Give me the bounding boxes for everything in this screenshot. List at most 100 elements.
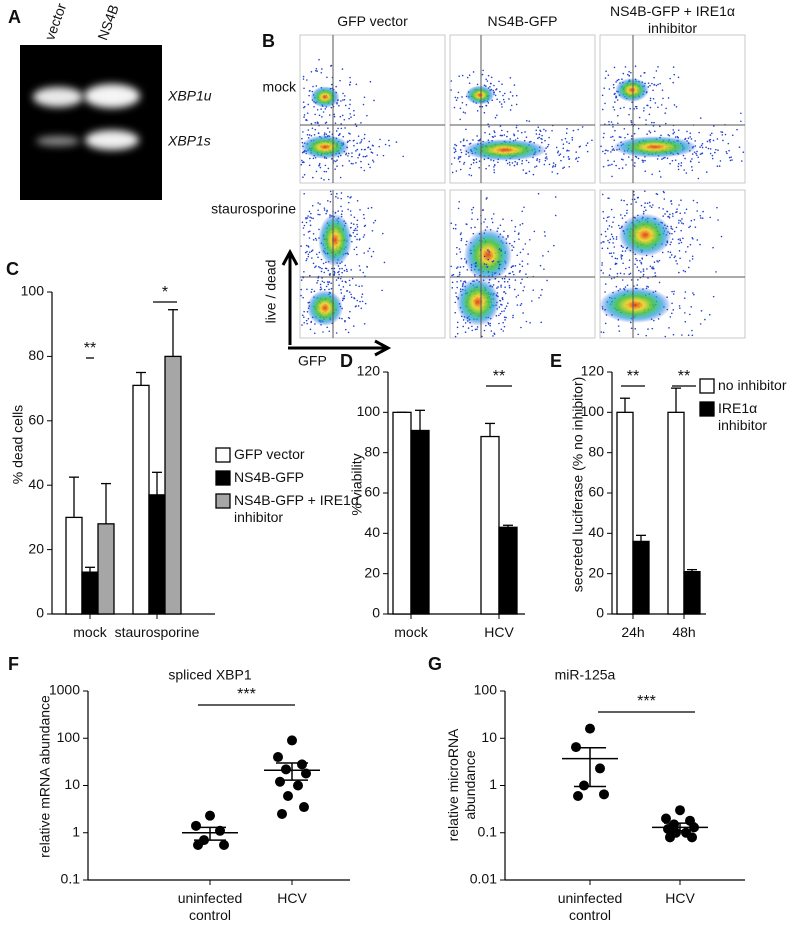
bar [410, 429, 430, 615]
flow-dot [510, 219, 513, 222]
flow-dot [608, 121, 610, 123]
flow-dot [504, 267, 506, 270]
flow-dot [354, 227, 357, 230]
flow-dot [513, 273, 515, 276]
flow-dot [458, 156, 460, 158]
flow-dot [321, 277, 323, 279]
flow-dot [321, 116, 323, 118]
data-point [287, 735, 297, 746]
flow-dot [311, 204, 314, 207]
flow-dot [670, 203, 673, 205]
flow-dot [485, 104, 488, 107]
flow-dot [643, 206, 646, 209]
flow-dot [609, 238, 612, 241]
flow-dot [326, 76, 328, 79]
data-point [579, 780, 589, 791]
flow-dot [309, 328, 312, 331]
flow-column-title: GFP vector [337, 13, 408, 29]
flow-dot [492, 260, 495, 262]
bar [148, 494, 166, 615]
flow-dot [367, 250, 369, 252]
flow-dot [492, 136, 495, 138]
flow-dot [348, 83, 351, 86]
flow-dot [601, 108, 604, 111]
flow-dot [667, 134, 670, 136]
flow-dot [505, 305, 508, 308]
flow-dot [515, 94, 518, 97]
flow-dot [353, 248, 356, 251]
flow-dot [360, 122, 362, 124]
flow-dot [340, 213, 343, 216]
flow-dot [636, 284, 638, 286]
flow-dot [693, 151, 696, 153]
flow-dot [629, 272, 632, 275]
flow-dot [470, 264, 473, 266]
flow-dot [647, 277, 649, 279]
flow-dot [680, 162, 683, 164]
flow-dot [325, 267, 328, 270]
flow-dot [636, 266, 639, 268]
flow-dot [465, 128, 467, 131]
flow-dot [395, 141, 398, 143]
flow-dot [541, 138, 543, 140]
flow-dot [353, 139, 355, 142]
flow-dot [312, 157, 315, 160]
flow-dot [643, 210, 645, 213]
flow-dot [677, 129, 680, 132]
flow-density [465, 85, 495, 105]
flow-dot [564, 137, 567, 140]
flow-dot [517, 233, 520, 236]
flow-dot [356, 226, 359, 228]
flow-dot [630, 71, 632, 74]
y-axis-label: % viability [348, 453, 365, 516]
flow-dot [676, 211, 678, 213]
flow-dot [351, 155, 353, 158]
data-point [595, 763, 605, 774]
flow-dot [323, 170, 326, 173]
flow-dot [450, 163, 453, 165]
flow-dot [647, 82, 650, 84]
flow-dot [357, 156, 359, 159]
flow-dot [731, 159, 733, 161]
flow-dot [465, 260, 468, 262]
flow-dot [350, 116, 352, 118]
flow-dot [511, 271, 514, 273]
flow-dot [303, 114, 306, 116]
flow-dot [546, 279, 548, 282]
flow-dot [359, 300, 361, 303]
flow-dot [525, 320, 528, 323]
flow-dot [649, 205, 651, 207]
flow-dot [677, 165, 680, 168]
x-tick-label: uninfected control [177, 890, 243, 923]
flow-dot [323, 209, 326, 211]
flow-dot [664, 335, 667, 338]
flow-dot [341, 114, 344, 117]
flow-dot [462, 138, 465, 140]
flow-dot [331, 83, 333, 86]
flow-dot [507, 302, 509, 304]
flow-dot [623, 128, 626, 130]
flow-dot [311, 288, 313, 291]
flow-dot [525, 120, 528, 122]
flow-dot [602, 272, 605, 274]
flow-dot [363, 96, 366, 99]
flow-dot [312, 176, 314, 179]
data-point [275, 776, 285, 787]
flow-dot [470, 208, 473, 211]
flow-dot [493, 171, 496, 174]
flow-dot [488, 250, 490, 253]
flow-dot [605, 70, 607, 72]
flow-dot [365, 155, 368, 157]
flow-dot [362, 236, 365, 238]
y-tick-label: 10 [64, 776, 80, 792]
flow-dot [521, 278, 523, 281]
flow-dot [653, 261, 656, 263]
flow-dot [665, 107, 667, 110]
flow-dot [494, 116, 497, 119]
flow-dot [467, 327, 470, 329]
flow-dot [454, 143, 456, 146]
flow-dot [341, 210, 343, 212]
flow-dot [672, 132, 674, 135]
flow-dot [359, 142, 361, 144]
flow-dot [303, 192, 305, 195]
